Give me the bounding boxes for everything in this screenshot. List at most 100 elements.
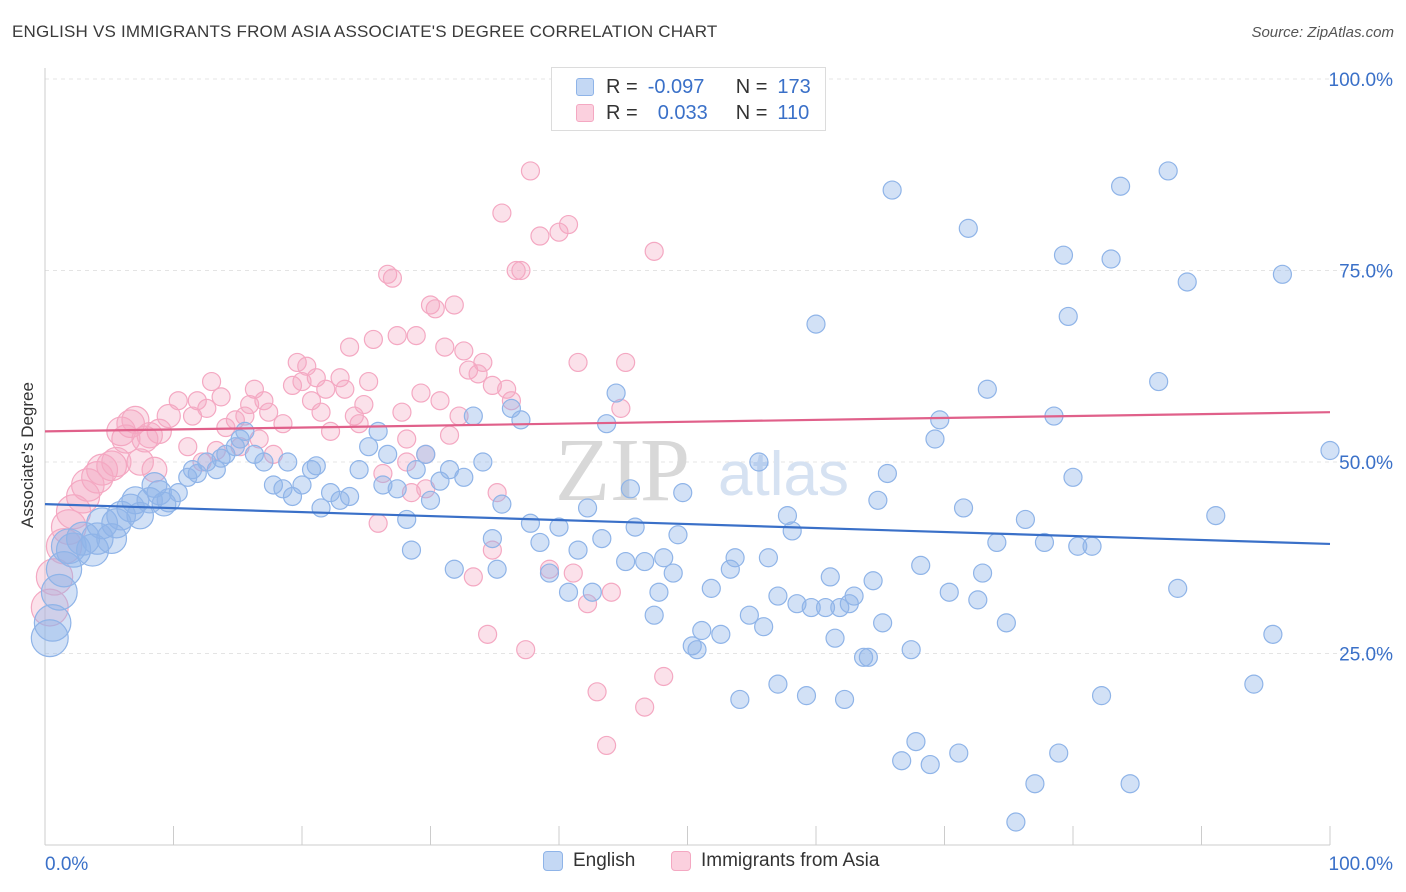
data-point: [311, 402, 331, 422]
data-point: [244, 444, 265, 464]
data-point: [949, 743, 969, 763]
data-point: [126, 448, 154, 476]
y-tick-label: 50.0%: [1339, 453, 1393, 474]
data-point: [987, 532, 1007, 553]
data-point: [406, 460, 426, 480]
data-point: [977, 379, 997, 399]
data-point: [1263, 624, 1283, 644]
data-point: [373, 475, 393, 495]
data-point: [178, 437, 198, 457]
data-point: [635, 551, 655, 572]
chart-title: ENGLISH VS IMMIGRANTS FROM ASIA ASSOCIAT…: [12, 22, 718, 41]
data-point: [930, 410, 950, 430]
data-point: [958, 218, 978, 238]
data-point: [392, 402, 412, 422]
data-point: [549, 222, 569, 242]
data-point: [1244, 674, 1264, 694]
source-label: Source: ZipAtlas.com: [1251, 24, 1394, 41]
data-point: [168, 483, 188, 503]
data-point: [111, 424, 141, 454]
data-point: [273, 414, 293, 434]
data-point: [687, 640, 707, 660]
data-point: [730, 689, 750, 710]
data-point: [996, 613, 1016, 633]
data-point: [768, 586, 788, 606]
data-point: [616, 551, 636, 572]
data-point: [397, 509, 417, 530]
data-point: [35, 558, 74, 596]
data-point: [359, 437, 379, 457]
data-point: [278, 452, 298, 472]
data-point: [330, 368, 350, 388]
data-point: [320, 483, 341, 503]
data-point: [644, 605, 664, 625]
legend-r-label: R =: [606, 75, 638, 98]
data-point: [1034, 532, 1055, 553]
data-point: [782, 521, 802, 541]
data-point: [925, 429, 945, 449]
data-point: [430, 391, 450, 411]
data-point: [101, 446, 132, 478]
data-point: [635, 697, 655, 717]
data-point: [254, 452, 274, 472]
data-point: [482, 375, 502, 395]
data-point: [568, 352, 588, 373]
data-point: [877, 463, 897, 484]
data-point: [1158, 161, 1178, 181]
data-point: [397, 452, 417, 472]
data-point: [668, 525, 688, 545]
data-point: [511, 260, 531, 281]
x-tick-label: 100.0%: [1329, 854, 1394, 875]
data-point: [906, 731, 926, 752]
data-point: [868, 490, 888, 510]
data-point: [968, 590, 988, 610]
data-point: [339, 486, 360, 507]
data-point: [235, 406, 255, 426]
data-point: [482, 528, 502, 549]
data-point: [151, 491, 177, 517]
data-point: [468, 364, 488, 384]
grid-lines: [45, 78, 1392, 654]
data-point: [30, 619, 69, 658]
data-point: [487, 559, 507, 579]
watermark: ZIP atlas: [555, 421, 849, 520]
data-point: [616, 352, 636, 373]
data-point: [316, 379, 336, 399]
data-point: [187, 391, 207, 411]
data-point: [156, 488, 181, 513]
data-point: [1320, 440, 1340, 461]
series-english-points: [30, 161, 1340, 832]
data-point: [473, 352, 493, 373]
data-point: [830, 597, 850, 618]
data-point: [787, 594, 807, 614]
x-tick-label: 0.0%: [45, 854, 88, 875]
y-tick-label: 25.0%: [1339, 645, 1393, 666]
bottom-legend-label-immigrants: Immigrants from Asia: [701, 850, 880, 871]
data-point: [197, 452, 217, 472]
data-point: [539, 563, 560, 583]
data-point: [306, 456, 326, 476]
data-point: [273, 479, 293, 499]
data-point: [335, 379, 355, 399]
data-point: [287, 352, 307, 373]
data-point: [463, 406, 483, 426]
data-point: [620, 479, 640, 499]
data-point: [282, 375, 303, 395]
data-point: [444, 559, 464, 579]
data-point: [530, 226, 550, 246]
data-point: [292, 371, 312, 392]
data-point: [892, 751, 912, 771]
data-point: [435, 337, 455, 357]
data-point: [1091, 686, 1112, 706]
legend-n-label: N =: [735, 101, 768, 124]
data-point: [815, 597, 836, 618]
data-point: [482, 540, 502, 560]
data-point: [368, 513, 388, 533]
data-point: [692, 620, 712, 641]
data-point: [473, 452, 493, 472]
data-point: [701, 578, 721, 598]
data-point: [901, 640, 921, 660]
data-point: [492, 494, 512, 514]
y-axis-label: Associate's Degree: [18, 382, 37, 528]
data-point: [216, 444, 236, 464]
